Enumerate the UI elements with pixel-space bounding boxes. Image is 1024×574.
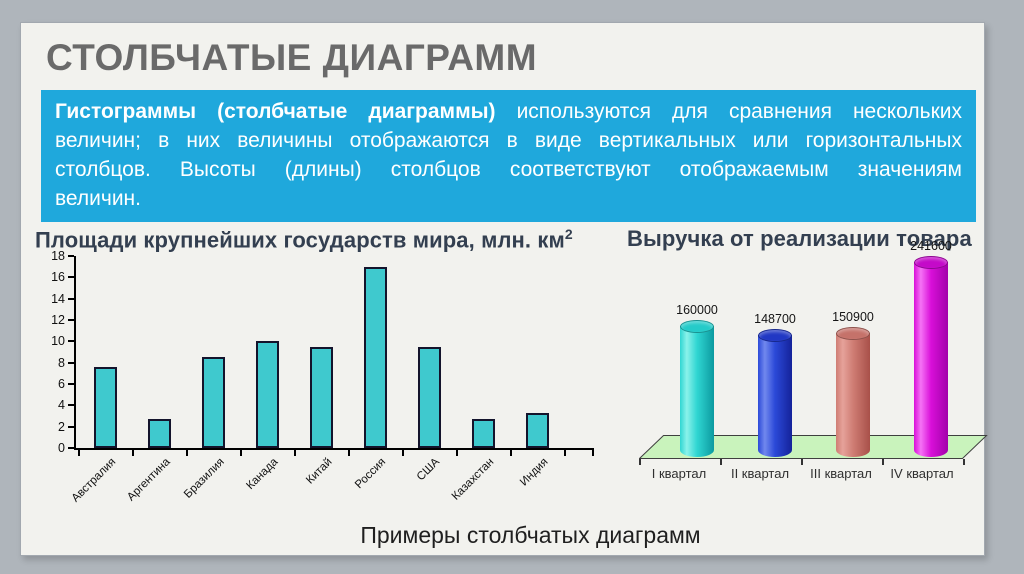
- bar: [310, 347, 333, 448]
- y-axis-tick-label: 10: [51, 334, 65, 349]
- x-axis-tick: [132, 450, 134, 456]
- y-axis-tick: [68, 276, 74, 279]
- y-axis-tick: [68, 340, 74, 343]
- cylinder-top-cap: [758, 329, 792, 342]
- cylinder-top-cap: [836, 327, 870, 340]
- y-axis-tick-label: 2: [58, 419, 65, 434]
- definition-line: Гистограммы (столбчатые диаграммы) испол…: [55, 97, 962, 126]
- area-chart-canvas: 0 2 4 6 8 10 12 14 16 18 Австралия Аргентина Бразили…: [21, 23, 984, 555]
- x-axis-tick: [592, 450, 594, 456]
- x-axis-tick: [186, 450, 188, 456]
- revenue-chart-canvas: 160000 148700 150900 241600 I квартал II квар…: [21, 23, 988, 555]
- y-axis-tick: [68, 319, 74, 321]
- y-axis-tick: [68, 383, 74, 385]
- x-axis-tick: [240, 450, 242, 456]
- cylinder-bar: [914, 262, 948, 457]
- bar: [526, 413, 549, 448]
- slide-title: СТОЛБЧАТЫЕ ДИАГРАММ: [46, 37, 538, 78]
- slide: СТОЛБЧАТЫЕ ДИАГРАММ Гистограммы (столбча…: [20, 22, 988, 556]
- definition-line1-rest: используются для сравнения нескольких: [495, 100, 962, 123]
- x-axis-tick: [720, 459, 722, 465]
- y-axis-tick: [68, 255, 74, 257]
- definition-line: столбцов. Высоты (длины) столбцов соотве…: [55, 158, 962, 181]
- y-axis-tick-label: 0: [58, 441, 65, 455]
- definition-line: величин.: [55, 187, 141, 210]
- chart-floor: [639, 435, 988, 459]
- definition-line: величин; в них величины отображаются в в…: [55, 129, 962, 152]
- x-axis-tick: [294, 450, 296, 456]
- x-axis-tick: [78, 450, 80, 456]
- x-axis: [74, 448, 594, 450]
- y-axis-tick-label: 16: [51, 270, 65, 285]
- y-axis-tick: [68, 361, 74, 364]
- cylinder-bar: [836, 333, 870, 457]
- left-chart-title-superscript: 2: [564, 226, 573, 242]
- cylinder-bar: [680, 326, 714, 457]
- cylinder-bar: [758, 335, 792, 457]
- left-chart-title-text: Площади крупнейших государств мира, млн.…: [35, 227, 565, 253]
- y-axis-tick-label: 6: [58, 377, 65, 391]
- x-axis-tick: [801, 459, 803, 465]
- y-axis-tick-label: 18: [51, 249, 65, 263]
- x-axis-tick: [882, 459, 884, 465]
- y-axis-tick-label: 8: [58, 355, 65, 370]
- y-axis-tick: [68, 297, 74, 300]
- definition-box: Гистограммы (столбчатые диаграммы) испол…: [41, 90, 976, 222]
- chart-floor-surface: [639, 435, 988, 459]
- bar: [148, 419, 171, 448]
- y-axis-tick-label: 12: [51, 313, 65, 327]
- bar: [202, 357, 225, 448]
- data-label: 148700: [754, 312, 796, 326]
- bar: [256, 341, 279, 448]
- data-label: 241600: [910, 239, 952, 253]
- x-category-label: II квартал: [730, 466, 790, 481]
- x-category-label: III квартал: [810, 466, 872, 481]
- x-category-label: IV квартал: [890, 466, 954, 481]
- bar: [364, 267, 387, 448]
- bar: [472, 419, 495, 448]
- y-axis: [74, 256, 76, 450]
- x-axis-tick: [510, 450, 512, 456]
- data-label: 150900: [832, 310, 874, 324]
- y-axis-tick: [68, 425, 74, 428]
- x-axis-tick: [402, 450, 404, 456]
- y-axis-tick-label: 14: [51, 291, 65, 306]
- definition-bold-term: Гистограммы (столбчатые диаграммы): [55, 100, 496, 123]
- x-axis-tick: [564, 450, 566, 456]
- y-axis-tick-label: 4: [58, 398, 65, 413]
- slide-caption: Примеры столбчатых диаграмм: [360, 522, 701, 548]
- bar: [94, 367, 117, 448]
- x-category-label: I квартал: [651, 466, 707, 481]
- bar: [418, 347, 441, 448]
- x-axis-tick: [963, 459, 965, 465]
- cylinder-top-cap: [914, 256, 948, 269]
- data-label: 160000: [676, 303, 718, 317]
- cylinder-top-cap: [680, 320, 714, 333]
- x-axis-tick: [639, 459, 641, 465]
- x-axis-tick: [348, 450, 350, 456]
- right-chart-title: Выручка от реализации товара: [627, 226, 972, 251]
- x-axis-tick: [456, 450, 458, 456]
- y-axis-tick: [68, 447, 74, 449]
- left-chart-title: Площади крупнейших государств мира, млн.…: [35, 226, 573, 253]
- y-axis-tick: [68, 404, 74, 407]
